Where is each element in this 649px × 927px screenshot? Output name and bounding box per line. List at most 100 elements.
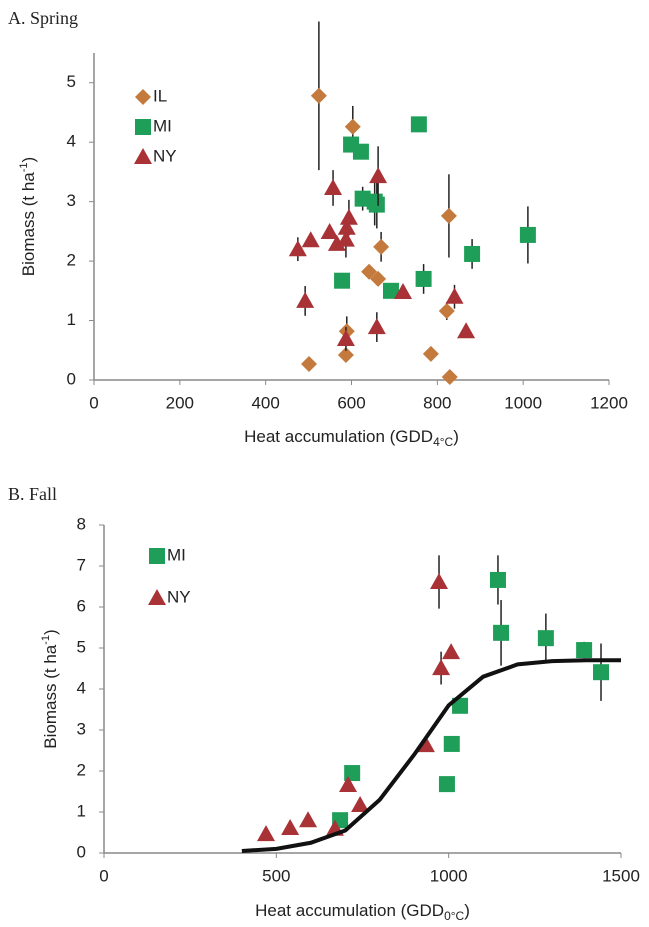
y-label-sup: -1: [40, 635, 52, 645]
x-label-end: ): [453, 427, 459, 446]
point: [367, 318, 386, 335]
point: [352, 143, 369, 160]
point: [288, 240, 307, 257]
point: [336, 230, 355, 247]
legend-marker: [135, 119, 151, 135]
point: [489, 571, 506, 588]
point: [301, 231, 320, 248]
legend-marker: [148, 589, 166, 605]
point: [422, 345, 439, 362]
y-tick-label: 1: [77, 801, 86, 820]
point: [299, 811, 318, 828]
legend-marker: [149, 548, 165, 564]
point: [373, 238, 390, 255]
y-label-text: Biomass (t ha: [41, 644, 60, 748]
y-tick-label: 2: [67, 251, 76, 270]
y-tick-label: 2: [77, 760, 86, 779]
y-tick-label: 0: [67, 369, 76, 388]
point: [351, 796, 370, 813]
point: [440, 207, 457, 224]
y-tick-label: 5: [67, 72, 76, 91]
legend-label: NY: [153, 146, 177, 165]
point: [443, 735, 460, 752]
point: [593, 664, 610, 681]
y-tick-label: 1: [67, 310, 76, 329]
y-tick-label: 3: [77, 719, 86, 738]
y-tick-label: 5: [77, 637, 86, 656]
point: [537, 630, 554, 647]
panel-title: B. Fall: [8, 484, 57, 504]
point: [344, 118, 361, 135]
point: [324, 178, 343, 195]
legend-label: MI: [167, 545, 186, 564]
y-tick-label: 6: [77, 596, 86, 615]
point: [410, 116, 427, 133]
x-label-sub: 0°C: [444, 909, 464, 923]
legend-marker: [135, 89, 151, 105]
point: [493, 624, 510, 641]
point: [336, 329, 355, 346]
point: [432, 659, 451, 676]
point: [442, 643, 461, 660]
point: [361, 263, 378, 280]
x-tick-label: 1000: [430, 866, 468, 885]
x-label-end: ): [464, 901, 470, 920]
x-tick-label: 1500: [602, 866, 640, 885]
fit-curve: [241, 658, 621, 853]
x-tick-label: 1000: [504, 393, 542, 412]
point: [370, 270, 387, 287]
point: [256, 825, 275, 842]
point: [464, 245, 481, 262]
point: [438, 303, 455, 320]
x-tick-label: 800: [423, 393, 451, 412]
x-label-text: Heat accumulation (GDD: [255, 901, 444, 920]
y-label-end: ): [19, 157, 38, 163]
y-label-end: ): [41, 629, 60, 635]
x-tick-label: 1200: [590, 393, 628, 412]
x-label-text: Heat accumulation (GDD: [244, 427, 433, 446]
legend-label: MI: [153, 116, 172, 135]
y-tick-label: 8: [77, 514, 86, 533]
y-axis-label: Biomass (t ha-1): [40, 629, 61, 748]
y-tick-label: 0: [77, 842, 86, 861]
point: [415, 270, 432, 287]
legend-label: NY: [167, 587, 191, 606]
point: [519, 226, 536, 243]
point: [445, 287, 464, 304]
point: [301, 355, 318, 372]
point: [338, 323, 355, 340]
point: [339, 775, 358, 792]
point: [441, 369, 458, 386]
point: [576, 642, 593, 659]
x-axis-label: Heat accumulation (GDD4°C): [244, 427, 459, 449]
point: [382, 282, 399, 299]
point: [296, 291, 315, 308]
point: [337, 347, 354, 364]
x-tick-label: 600: [337, 393, 365, 412]
point: [416, 736, 435, 753]
x-tick-label: 200: [166, 393, 194, 412]
y-label-text: Biomass (t ha: [19, 172, 38, 276]
point: [369, 167, 388, 184]
point: [320, 222, 339, 239]
legend-marker: [134, 148, 152, 164]
x-tick-label: 500: [262, 866, 290, 885]
point: [337, 218, 356, 235]
x-label-sub: 4°C: [433, 435, 453, 449]
y-tick-label: 3: [67, 191, 76, 210]
panel-title: A. Spring: [8, 8, 78, 28]
point: [339, 208, 358, 225]
x-tick-label: 0: [89, 393, 98, 412]
point: [281, 818, 300, 835]
point: [334, 272, 351, 289]
point: [368, 196, 385, 213]
point: [430, 572, 449, 589]
y-tick-label: 4: [77, 678, 86, 697]
legend-label: IL: [153, 86, 167, 105]
point: [354, 190, 371, 207]
y-label-sup: -1: [18, 162, 30, 172]
point: [457, 322, 476, 339]
point: [438, 776, 455, 793]
